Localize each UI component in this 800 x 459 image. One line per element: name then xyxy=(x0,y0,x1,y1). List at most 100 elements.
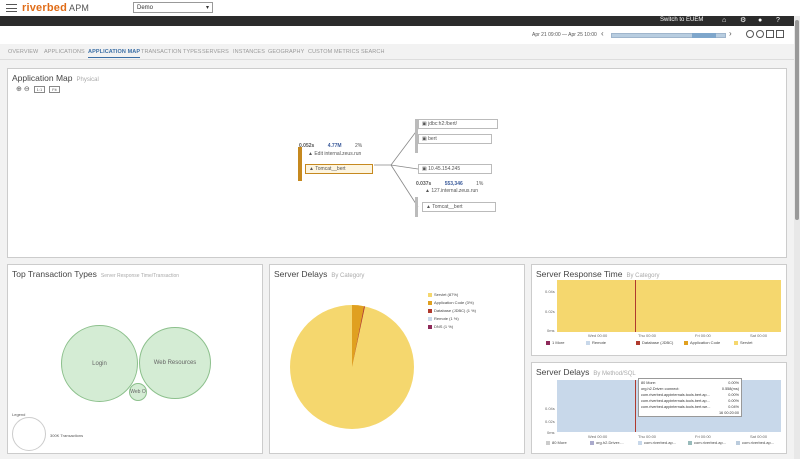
mid-node-pct: 1% xyxy=(476,181,484,187)
legend-method: com.riverbed.ap... xyxy=(688,440,726,445)
x-tick: Sat 00:00 xyxy=(750,333,768,338)
left-node-calls: 4.77M xyxy=(327,143,342,149)
legend-swatch xyxy=(688,440,692,445)
legend-dns: DNS (1 %) xyxy=(428,324,453,329)
tooltip-row: com.riverbed.appinternals.tools.bert.we.… xyxy=(641,404,739,410)
legend-database: Database (JDBC) (1 %) xyxy=(428,308,476,313)
tooltip-row: com.riverbed.appinternals.tools.bert.ap.… xyxy=(641,398,739,404)
menu-icon[interactable] xyxy=(6,4,17,12)
left-node-host-label: Edit internal.zeus.run xyxy=(314,151,362,157)
zoom-out-icon[interactable]: ⊖ xyxy=(23,86,30,93)
legend-value: 300K Transactions xyxy=(50,433,84,438)
legend-remote-label: Remote (1 %) xyxy=(434,316,459,321)
grid-icon[interactable] xyxy=(776,30,784,38)
legend-servlet: Servlet (87%) xyxy=(428,292,458,297)
right-node-ip[interactable]: ▣ 10.45.154.245 xyxy=(418,164,492,174)
server-response-subtitle[interactable]: By Category xyxy=(626,273,660,279)
tab-instances[interactable]: INSTANCES xyxy=(233,49,265,55)
layout-icon[interactable] xyxy=(766,30,774,38)
zoom-fit-button[interactable]: Fit xyxy=(49,86,60,93)
app-icon: ▲ xyxy=(426,204,433,210)
tab-search[interactable]: SEARCH xyxy=(361,49,385,55)
server-delays-method-panel: Server Delays By Method/SQL 0.04s 0.02s 0… xyxy=(531,362,787,454)
mid-node-resp: 0.037s xyxy=(416,181,432,187)
app-map-subtitle[interactable]: Physical xyxy=(76,77,99,83)
legend-database-label: Database (JDBC) (1 %) xyxy=(434,308,477,313)
legend-swatch xyxy=(638,440,642,445)
right-node-tomcat-label: Tomcat__bert xyxy=(432,204,463,210)
chevron-right-icon[interactable]: › xyxy=(729,29,732,38)
tab-servers[interactable]: SERVERS xyxy=(202,49,229,55)
response-area-servlet[interactable] xyxy=(557,280,781,332)
server-icon: ▣ xyxy=(422,166,429,172)
tab-bar: OVERVIEW APPLICATIONS APPLICATION MAP TR… xyxy=(0,44,794,60)
legend-h2-driver: org.h2.Driver:... xyxy=(590,440,624,445)
bubble-login[interactable]: Login xyxy=(61,325,138,402)
legend-method: com.riverbed.ap... xyxy=(638,440,676,445)
bubble-web-resources[interactable]: Web Resources xyxy=(139,327,211,399)
legend-label: Remote xyxy=(592,340,607,345)
response-marker xyxy=(635,280,636,332)
zoom-1to1-button[interactable]: 1:1 xyxy=(33,86,46,93)
tab-geography[interactable]: GEOGRAPHY xyxy=(268,49,305,55)
help-icon[interactable]: ? xyxy=(776,17,780,24)
time-slider-handle[interactable] xyxy=(692,33,716,38)
legend-swatch xyxy=(428,308,432,313)
left-node-app[interactable]: ▲ Tomcat__bert xyxy=(305,164,373,174)
tab-application-map[interactable]: APPLICATION MAP xyxy=(88,49,141,58)
tab-custom-metrics[interactable]: CUSTOM METRICS xyxy=(308,49,360,55)
top-transactions-subtitle[interactable]: Server Response Time/Transaction xyxy=(100,273,180,279)
tooltip-row: 80 More: 0.00% xyxy=(641,380,739,386)
x-tick: Fri 00:00 xyxy=(695,333,711,338)
legend-swatch xyxy=(428,324,432,329)
right-node-tomcat[interactable]: ▲ Tomcat__bert xyxy=(422,202,496,212)
switch-euem-button[interactable]: Switch to EUEM xyxy=(660,17,704,23)
environment-select-value: Demo xyxy=(137,5,154,11)
tab-applications[interactable]: APPLICATIONS xyxy=(44,49,85,55)
home-icon[interactable]: ⌂ xyxy=(722,17,727,24)
zoom-in-icon[interactable]: ⊕ xyxy=(16,86,22,93)
right-node-db[interactable]: ▣ jdbc:h2:/bert/ xyxy=(418,119,498,129)
server-delays-pie[interactable] xyxy=(288,303,416,431)
right-node-bert[interactable]: ▣ bert xyxy=(418,134,492,144)
database-icon: ▣ xyxy=(422,121,429,127)
left-node-metrics: 0.052s 4.77M 2% xyxy=(299,143,362,149)
tooltip-row: org.h2.Driver::connect: 0.558(ms) xyxy=(641,386,739,392)
chevron-left-icon[interactable]: ‹ xyxy=(601,29,604,38)
scrollbar-thumb[interactable] xyxy=(795,20,799,220)
tooltip-row: com.riverbed.appinternals.tools.bert.ap.… xyxy=(641,392,739,398)
bubble-web-other[interactable]: Web O xyxy=(129,383,147,401)
panel-title: Server Delays By Category xyxy=(274,269,364,279)
legend-label: com.riverbed.ap... xyxy=(742,440,775,445)
page-scrollbar[interactable] xyxy=(794,16,800,459)
tab-transaction-types[interactable]: TRANSACTION TYPES xyxy=(141,49,202,55)
right-node-bert-label: bert xyxy=(428,136,437,142)
legend-swatch xyxy=(428,316,432,321)
tab-overview[interactable]: OVERVIEW xyxy=(8,49,39,55)
x-tick: Thu 00:00 xyxy=(638,434,657,439)
mid-node-host[interactable]: ▲ 127.internal.zeus.run xyxy=(422,187,498,195)
logo-product: APM xyxy=(69,3,90,13)
y-tick: 0.04s xyxy=(545,289,555,294)
application-map-panel: Application Map Physical ⊕ ⊖ 1:1 Fit 0.05… xyxy=(7,68,787,258)
environment-select[interactable]: Demo ▾ xyxy=(133,2,213,13)
date-range: Apr 21 09:00 — Apr 25 10:00 xyxy=(532,32,597,38)
chart-tooltip: 80 More: 0.00% org.h2.Driver::connect: 0.5… xyxy=(638,378,742,417)
x-tick: Fri 00:00 xyxy=(695,434,711,439)
server-delays-subtitle[interactable]: By Category xyxy=(331,273,365,279)
left-node-resp: 0.052s xyxy=(299,143,315,149)
host-icon: ▲ xyxy=(308,151,315,157)
clock-icon[interactable] xyxy=(746,30,754,38)
mid-node-calls: 553,346 xyxy=(444,181,463,187)
user-icon[interactable]: ● xyxy=(758,17,763,24)
time-bar: Apr 21 09:00 — Apr 25 10:00 ‹ › xyxy=(0,26,794,44)
pie-slice-database xyxy=(352,306,365,367)
server-delays-method-subtitle[interactable]: By Method/SQL xyxy=(593,371,636,377)
gear-icon[interactable]: ⚙ xyxy=(740,17,747,24)
method-marker xyxy=(635,380,636,432)
time-slider[interactable] xyxy=(611,33,726,38)
x-tick: Sat 00:00 xyxy=(750,434,768,439)
left-node-host[interactable]: ▲ Edit internal.zeus.run xyxy=(305,150,381,158)
refresh-icon[interactable] xyxy=(756,30,764,38)
mid-node-host-label: 127.internal.zeus.run xyxy=(431,188,479,194)
